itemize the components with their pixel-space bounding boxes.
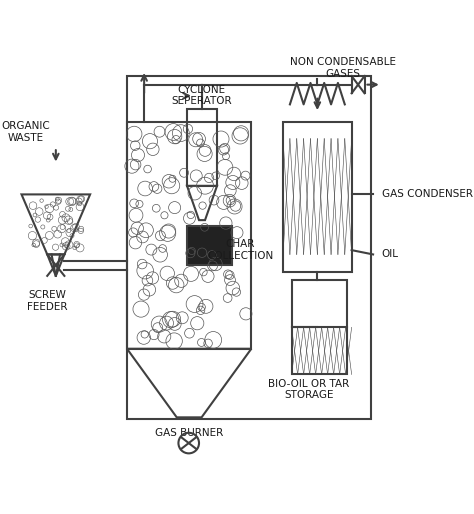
Text: ORGANIC
WASTE: ORGANIC WASTE	[1, 121, 50, 143]
Text: GAS BURNER: GAS BURNER	[155, 428, 223, 437]
Bar	[292, 280, 347, 375]
Text: NON CONDENSABLE
GASES: NON CONDENSABLE GASES	[290, 57, 396, 79]
Text: CHAR
COLLECTION: CHAR COLLECTION	[207, 239, 273, 261]
Text: CYCLONE
SEPERATOR: CYCLONE SEPERATOR	[171, 85, 232, 106]
Bar	[187, 226, 232, 265]
Text: OIL: OIL	[382, 249, 399, 260]
Bar	[283, 121, 352, 271]
Bar	[187, 108, 217, 186]
Text: SCREW
FEEDER: SCREW FEEDER	[27, 290, 67, 312]
Text: GAS CONDENSER: GAS CONDENSER	[382, 189, 473, 199]
Text: BIO-OIL OR TAR
STORAGE: BIO-OIL OR TAR STORAGE	[268, 379, 349, 400]
Bar	[127, 76, 371, 419]
Bar	[127, 121, 251, 348]
